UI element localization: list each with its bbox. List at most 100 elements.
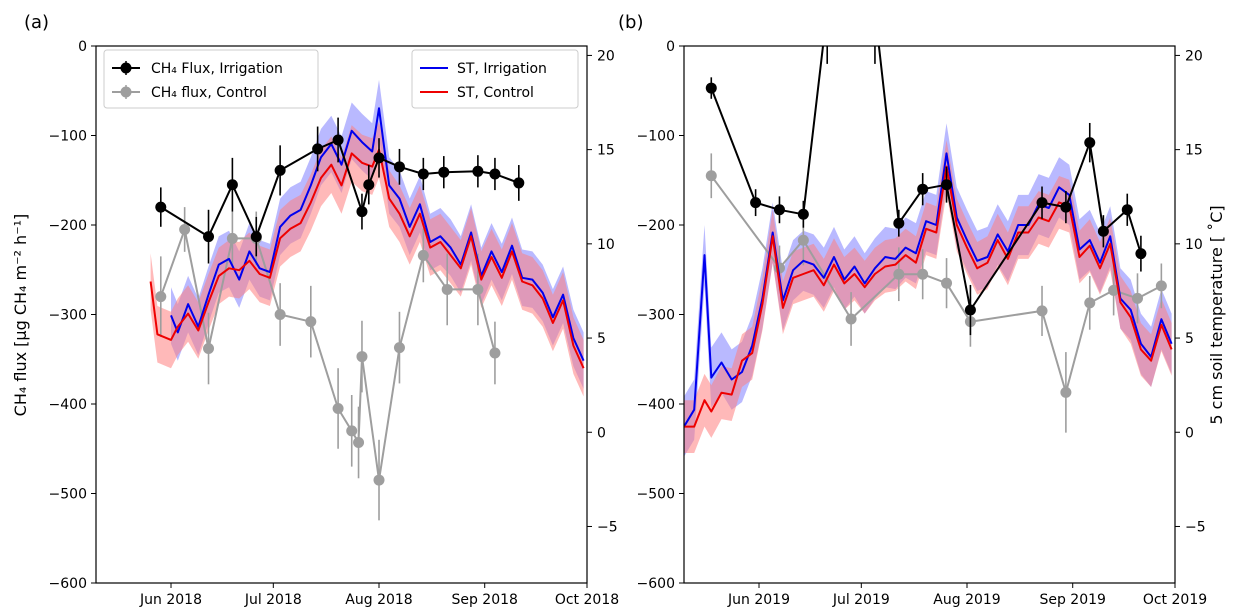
flux-irrigation-point: [274, 164, 286, 176]
legend-st-irrigation-label: ST, Irrigation: [457, 61, 547, 77]
flux-irrigation-point: [155, 201, 167, 213]
legend-soil-temperature: ST, Irrigation ST, Control: [411, 49, 579, 109]
flux-irrigation-point: [472, 165, 484, 177]
legend-flux-frame: [103, 49, 319, 109]
x-tick-label: Aug 2018: [345, 592, 412, 608]
y-tick-label-left: −300: [637, 308, 675, 324]
panel-a: 0 −100 −200 −300 −400 −500 −600 20 15 10 5 0 −5 Jun 2…: [49, 39, 620, 608]
flux-irrigation-point: [797, 208, 809, 220]
flux-irrigation-line: [160, 139, 520, 238]
y-axis-label-left: CH₄ flux [µg CH₄ m⁻² h⁻¹]: [11, 214, 30, 417]
y-tick-label-right: 15: [1185, 143, 1203, 159]
flux-control-point: [356, 351, 368, 363]
flux-irrigation-point: [1097, 225, 1109, 237]
x-tick-label: Aug 2019: [933, 592, 1000, 608]
flux-control-point: [305, 316, 317, 328]
flux-irrigation-point: [312, 143, 324, 155]
flux-control-point: [417, 249, 429, 261]
flux-irrigation-point: [917, 183, 929, 195]
st-control-line: [684, 165, 1173, 428]
flux-control-point: [797, 234, 809, 246]
flux-irrigation-point: [869, 5, 880, 16]
flux-control-point: [226, 232, 238, 244]
y-tick-label-left: −400: [637, 397, 675, 413]
x-tick-label: Sep 2018: [451, 592, 517, 608]
x-tick-label: Jul 2019: [832, 592, 890, 608]
flux-irrigation-point: [773, 204, 785, 216]
panel-b-label: (b): [618, 12, 643, 33]
y-tick-label-left: −300: [49, 308, 87, 324]
flux-irrigation-point: [705, 82, 717, 94]
flux-irrigation-point: [373, 152, 385, 164]
legend-flux: CH₄ Flux, Irrigation CH₄ flux, Control: [103, 49, 319, 109]
y-tick-label-right: 10: [597, 237, 615, 253]
flux-irrigation-point: [332, 134, 344, 146]
flux-control-point: [472, 283, 484, 295]
flux-control-point: [893, 268, 905, 280]
flux-irrigation-point: [438, 166, 450, 178]
flux-irrigation-point: [363, 179, 375, 191]
flux-irrigation-point: [489, 168, 501, 180]
y-tick-label-left: 0: [666, 39, 675, 55]
panel-a-label: (a): [24, 12, 49, 33]
flux-irrigation-point: [417, 168, 429, 180]
flux-control-point: [489, 347, 501, 359]
flux-control-point: [274, 309, 286, 320]
flux-control-point: [346, 425, 358, 437]
y-tick-label-left: −100: [49, 129, 87, 145]
y-tick-label-left: −600: [637, 576, 675, 592]
flux-control-point: [1060, 386, 1072, 398]
y-tick-label-left: −500: [49, 487, 87, 503]
y-tick-label-left: −100: [637, 129, 675, 145]
x-tick-label: Jun 2018: [139, 592, 202, 608]
st-control-line: [149, 148, 585, 369]
y-tick-label-right: 5: [597, 331, 606, 347]
y-tick-label-right: 5: [1185, 331, 1194, 347]
flux-control-point: [1108, 284, 1120, 296]
y-axis-label-right: 5 cm soil temperature [ ˚C]: [1207, 205, 1226, 424]
flux-irrigation-point: [250, 231, 262, 243]
flux-control-point: [203, 343, 215, 355]
flux-control-point: [917, 268, 929, 280]
flux-control-point: [155, 291, 167, 303]
x-tick-label: Oct 2018: [555, 592, 619, 608]
flux-irrigation-point: [513, 177, 525, 189]
y-tick-label-right: 10: [1185, 237, 1203, 253]
flux-irrigation-point: [1084, 137, 1096, 149]
flux-irrigation-point: [893, 217, 905, 229]
flux-control-point: [705, 170, 717, 182]
flux-control-point: [179, 223, 191, 235]
flux-irrigation-point: [1036, 197, 1048, 209]
plot-area: [684, 5, 1173, 457]
flux-irrigation-line: [710, 46, 1142, 311]
x-tick-label: Jul 2018: [244, 592, 302, 608]
st-irrigation-line: [170, 107, 585, 362]
legend-control-flux-label: CH₄ flux, Control: [151, 85, 267, 101]
flux-irrigation-point: [356, 206, 368, 218]
flux-irrigation-point: [941, 179, 953, 191]
y-tick-label-left: −200: [49, 218, 87, 234]
flux-control-point: [941, 277, 953, 289]
y-tick-label-left: −600: [49, 576, 87, 592]
flux-control-point: [441, 283, 453, 295]
flux-irrigation-point: [226, 179, 238, 191]
y-tick-label-right: 0: [1185, 425, 1194, 441]
legend-irrigation-flux-marker: [120, 62, 132, 74]
flux-control-point: [332, 402, 344, 414]
legend-control-flux-marker: [120, 86, 132, 98]
y-tick-label-right: −5: [1185, 519, 1206, 535]
y-tick-label-left: −200: [637, 218, 675, 234]
flux-irrigation-point: [203, 231, 215, 243]
x-tick-label: Oct 2019: [1143, 592, 1207, 608]
flux-control-point: [1131, 292, 1143, 304]
st-control-band: [150, 121, 584, 397]
flux-irrigation-point: [393, 161, 405, 173]
legend-irrigation-flux-label: CH₄ Flux, Irrigation: [151, 61, 283, 77]
y-tick-label-right: 0: [597, 425, 606, 441]
y-tick-label-right: 20: [1185, 48, 1203, 64]
flux-control-point: [373, 474, 385, 486]
flux-irrigation-point: [1135, 248, 1147, 260]
y-tick-label-left: −400: [49, 397, 87, 413]
flux-irrigation-point: [822, 5, 833, 16]
